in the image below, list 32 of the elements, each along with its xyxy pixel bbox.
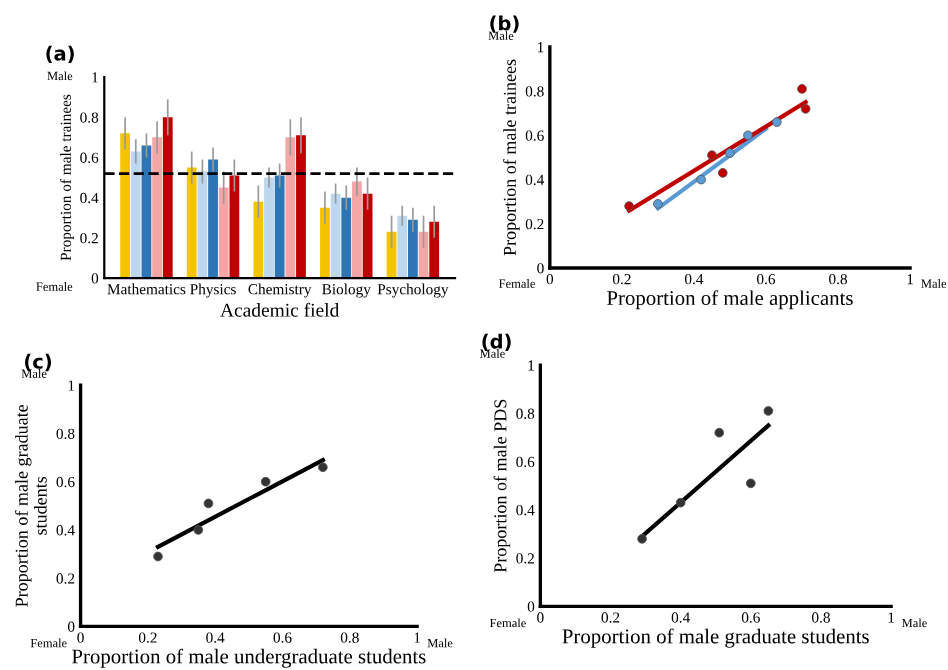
- bar: [264, 177, 274, 279]
- bar: [341, 197, 352, 279]
- y-axis-title: Proportion of male trainees: [503, 59, 520, 256]
- bar: [274, 175, 285, 279]
- bar: [330, 193, 341, 279]
- bar: [152, 137, 162, 279]
- chart-title: (b): [490, 15, 519, 33]
- bar: [229, 175, 240, 279]
- bar: [218, 187, 229, 279]
- bar: [120, 133, 131, 279]
- x-axis-title: Proportion of male undergraduate students: [72, 648, 426, 668]
- bar: [186, 167, 197, 279]
- chart-title: (d): [482, 333, 511, 352]
- x-axis-title: Proportion of male graduate students: [562, 628, 869, 648]
- y-axis-title: Proportion of male graduate students: [14, 404, 47, 607]
- bar: [352, 181, 362, 279]
- bar: [253, 201, 264, 279]
- bar: [162, 117, 173, 279]
- bar: [208, 159, 218, 279]
- chart-title: (c): [25, 353, 51, 372]
- bar: [197, 171, 208, 279]
- bar: [320, 207, 330, 279]
- bar: [429, 221, 440, 279]
- chart-title: (a): [46, 45, 74, 63]
- bar: [285, 137, 296, 279]
- bar: [397, 215, 408, 279]
- bar: [296, 135, 306, 279]
- bar: [407, 219, 418, 279]
- bar: [130, 151, 141, 279]
- x-axis-title: Proportion of male applicants: [607, 290, 853, 310]
- y-axis-title: Proportion of male PDS: [493, 399, 511, 573]
- x-axis-title: Academic field: [220, 302, 340, 317]
